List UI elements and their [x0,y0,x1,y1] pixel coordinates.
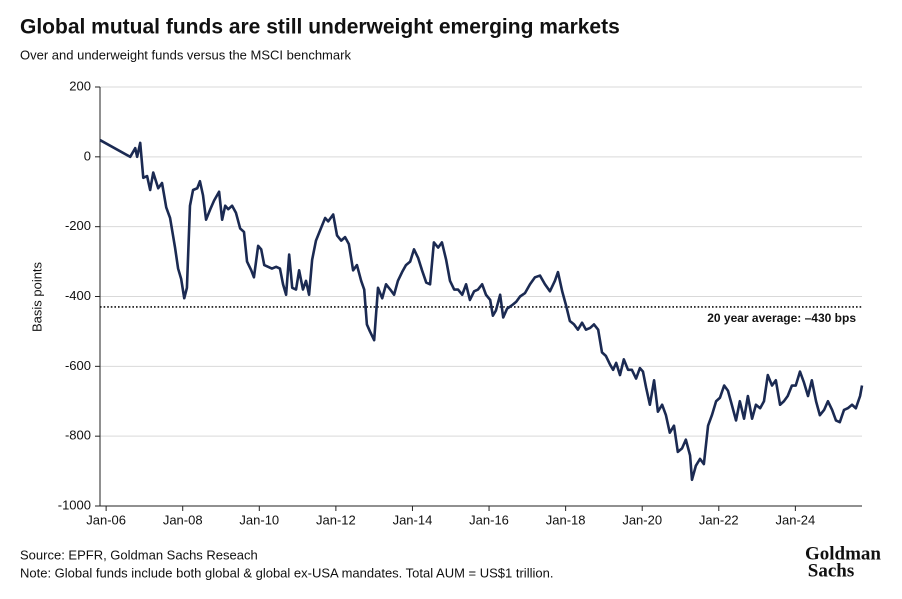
y-tick-label: -800 [65,428,91,443]
chart-subtitle: Over and underweight funds versus the MS… [20,47,351,62]
x-tick-label: Jan-10 [239,512,279,527]
x-tick-label: Jan-22 [699,512,739,527]
logo: Goldman [805,543,881,564]
y-tick-label: -400 [65,288,91,303]
x-tick-label: Jan-18 [546,512,586,527]
y-tick-label: 0 [84,148,91,163]
data-line [99,138,864,482]
x-tick-label: Jan-20 [622,512,662,527]
x-tick-label: Jan-24 [775,512,815,527]
y-axis-label: Basis points [29,261,44,332]
chart-title: Global mutual funds are still underweigh… [20,16,620,39]
y-tick-label: -1000 [58,497,91,512]
x-tick-label: Jan-12 [316,512,356,527]
source: Source: EPFR, Goldman Sachs Reseach [20,547,258,562]
x-tick-label: Jan-14 [393,512,433,527]
y-tick-label: 200 [69,78,91,93]
x-tick-label: Jan-16 [469,512,509,527]
reference-label: 20 year average: –430 bps [707,311,856,325]
note: Note: Global funds include both global &… [20,565,553,580]
x-tick-label: Jan-08 [163,512,203,527]
x-tick-label: Jan-06 [86,512,126,527]
y-tick-label: -200 [65,218,91,233]
logo: Sachs [808,560,854,581]
y-tick-label: -600 [65,358,91,373]
